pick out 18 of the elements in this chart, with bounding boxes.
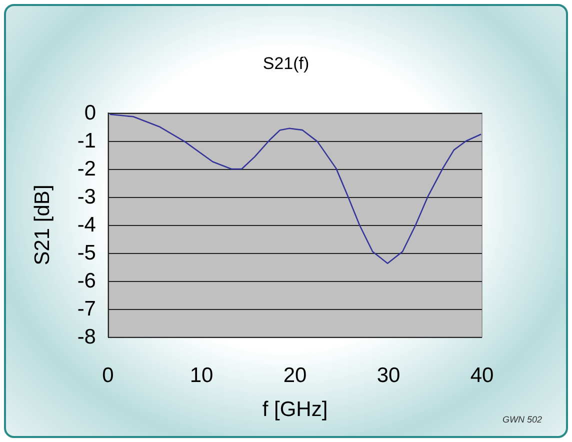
chart-title: S21(f) <box>262 54 310 73</box>
y-tick-label: -7 <box>77 298 96 320</box>
y-tick-label: -8 <box>77 326 96 348</box>
x-axis-title: f [GHz] <box>262 398 328 421</box>
y-tick-label: -3 <box>77 186 96 208</box>
x-tick-label: 20 <box>283 364 307 387</box>
x-tick-label: 10 <box>190 364 214 387</box>
x-tick-label: 40 <box>470 364 494 387</box>
y-axis-title: S21 [dB] <box>31 184 54 266</box>
y-tick-label: -4 <box>77 214 96 236</box>
text: GWN 502 <box>502 414 542 424</box>
y-tick-label: -5 <box>77 242 96 264</box>
x-tick-label: 30 <box>376 364 400 387</box>
y-tick-label: -1 <box>77 130 96 152</box>
x-tick-label: 0 <box>102 364 114 387</box>
y-tick-label: -6 <box>77 270 96 292</box>
y-tick-label: -2 <box>77 158 96 180</box>
y-tick-label: 0 <box>84 102 96 124</box>
